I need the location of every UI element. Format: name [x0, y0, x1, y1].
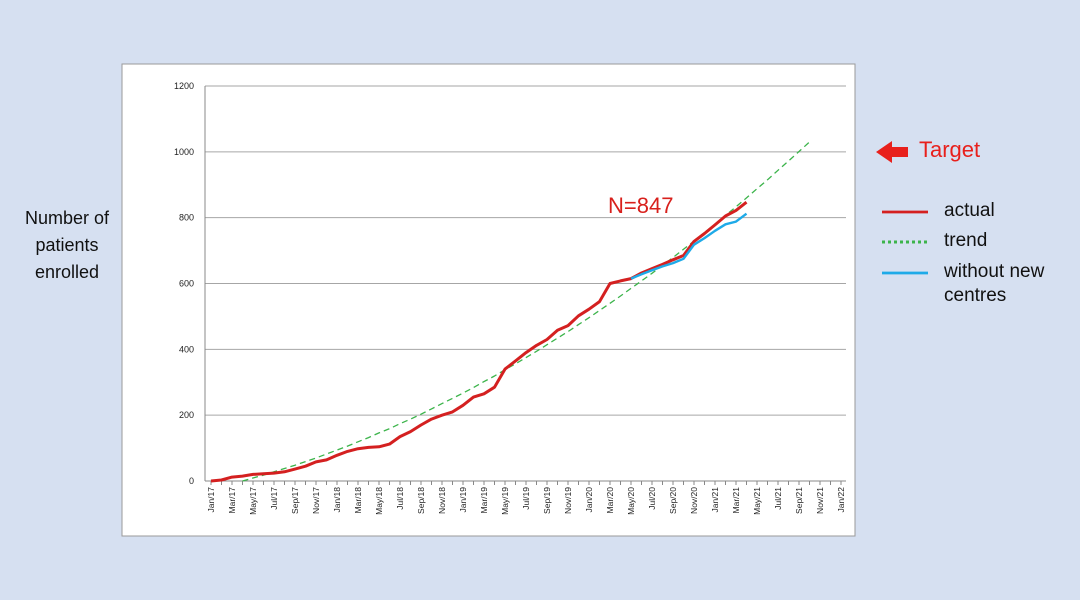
series-line — [210, 201, 748, 483]
y-tick-label: 0 — [189, 476, 194, 486]
x-tick-label: Jan/20 — [584, 487, 594, 513]
x-tick-label: Nov/20 — [689, 487, 699, 514]
x-tick-label: Nov/17 — [311, 487, 321, 514]
x-tick-label: Mar/17 — [227, 487, 237, 514]
x-tick-label: Sep/20 — [668, 487, 678, 514]
series-line — [630, 212, 748, 280]
x-tick-label: Nov/21 — [815, 487, 825, 514]
x-tick-label: Jan/19 — [458, 487, 468, 513]
y-tick-label: 600 — [179, 279, 194, 289]
x-tick-label: Jul/18 — [395, 487, 405, 510]
x-tick-label: Nov/19 — [563, 487, 573, 514]
x-tick-label: May/21 — [752, 487, 762, 515]
x-tick-label: Jan/17 — [206, 487, 216, 513]
y-tick-label: 1200 — [174, 81, 194, 91]
legend-label: without new centres — [944, 261, 1045, 306]
x-tick-label: Mar/20 — [605, 487, 615, 514]
x-tick-label: Jul/17 — [269, 487, 279, 510]
x-tick-label: Jan/18 — [332, 487, 342, 513]
count-annotation: N=847 — [608, 193, 674, 218]
y-tick-label: 800 — [179, 213, 194, 223]
x-tick-label: May/20 — [626, 487, 636, 515]
y-tick-label: 400 — [179, 344, 194, 354]
x-tick-label: Mar/21 — [731, 487, 741, 514]
x-tick-label: Sep/17 — [290, 487, 300, 514]
y-axis-label: Number of patients enrolled — [24, 208, 110, 282]
legend-label: actual — [944, 200, 995, 221]
x-tick-label: May/18 — [374, 487, 384, 515]
legend-label: trend — [944, 230, 988, 251]
plot-frame — [121, 63, 856, 537]
x-tick-label: Jan/22 — [836, 487, 846, 513]
x-tick-label: Sep/18 — [416, 487, 426, 514]
x-tick-label: May/19 — [500, 487, 510, 515]
x-tick-label: Jul/21 — [773, 487, 783, 510]
x-tick-label: Jul/20 — [647, 487, 657, 510]
x-tick-label: Nov/18 — [437, 487, 447, 514]
x-tick-label: Jan/21 — [710, 487, 720, 513]
x-tick-label: Sep/19 — [542, 487, 552, 514]
x-tick-label: Sep/21 — [794, 487, 804, 514]
x-tick-label: Mar/18 — [353, 487, 363, 514]
x-tick-label: Mar/19 — [479, 487, 489, 514]
x-tick-label: Jul/19 — [521, 487, 531, 510]
y-tick-label: 200 — [179, 410, 194, 420]
target-label: Target — [919, 137, 981, 162]
x-tick-label: May/17 — [248, 487, 258, 515]
target-arrow — [876, 141, 908, 163]
y-tick-label: 1000 — [174, 147, 194, 157]
